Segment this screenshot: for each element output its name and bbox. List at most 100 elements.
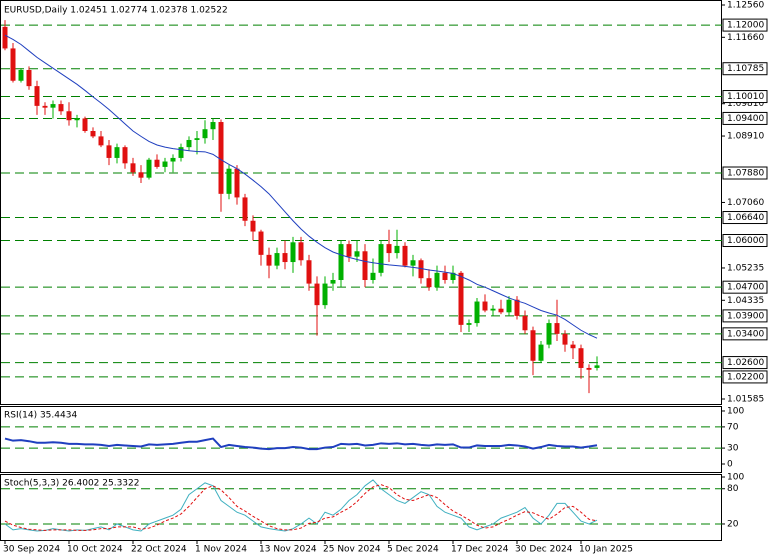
candle-body [498, 308, 504, 313]
candle-body [58, 104, 64, 112]
candle-body [450, 272, 456, 280]
candle-body [26, 69, 32, 87]
x-tick-label: 10 Oct 2024 [67, 545, 123, 555]
price-panel-frame [0, 0, 722, 405]
candle-body [570, 344, 576, 349]
level-label: 1.09400 [727, 114, 764, 124]
candle-body [250, 220, 256, 232]
y-tick-label: 1.01585 [727, 395, 764, 405]
x-tick-label: 17 Dec 2024 [451, 545, 509, 555]
candle-body [546, 323, 552, 345]
candle-body [42, 105, 48, 108]
x-tick-label: 30 Sep 2024 [3, 545, 60, 555]
candle-body [530, 330, 536, 361]
candle-body [154, 159, 160, 167]
candle-body [242, 197, 248, 221]
level-label: 1.02600 [727, 358, 764, 368]
candle-body [522, 315, 528, 331]
level-label: 1.12000 [727, 21, 764, 31]
candle-body [354, 251, 360, 257]
candle-body [178, 147, 184, 158]
candle-body [306, 260, 312, 284]
candle-body [274, 253, 280, 266]
candle-body [562, 333, 568, 345]
level-label-box [722, 166, 768, 180]
candle-body [106, 145, 112, 158]
candle-body [394, 245, 400, 254]
indicator-line [4, 34, 598, 339]
candle-body [474, 301, 480, 324]
level-label-box [722, 370, 768, 384]
candle-body [218, 122, 224, 194]
rsi-title: RSI(14) 35.4434 [4, 411, 77, 421]
level-label-box [722, 62, 768, 76]
candle-body [50, 104, 56, 108]
y-tick-label: 100 [727, 406, 744, 416]
x-tick-label: 30 Dec 2024 [515, 545, 573, 555]
candle-body [458, 272, 464, 325]
candle-body [234, 168, 240, 198]
rsi-panel-frame [0, 406, 722, 473]
candle-body [194, 138, 200, 140]
x-tick-label: 5 Dec 2024 [387, 545, 439, 555]
indicator-line [4, 479, 598, 532]
y-tick-label: 80 [727, 484, 739, 494]
y-tick-label: 1.04335 [727, 296, 764, 306]
candle-body [122, 147, 128, 164]
candle-body [490, 308, 496, 311]
level-label: 1.07880 [727, 169, 764, 179]
candle-body [370, 272, 376, 280]
candle-body [434, 272, 440, 288]
candle-body [538, 344, 544, 361]
candle-body [466, 323, 472, 325]
candle-body [66, 111, 72, 121]
candle-body [226, 168, 232, 194]
candle-body [346, 244, 352, 257]
candle-body [586, 367, 592, 370]
candle-body [290, 242, 296, 263]
candle-body [298, 242, 304, 261]
candle-body [138, 172, 144, 178]
y-tick-label: 1.07060 [727, 198, 764, 208]
x-tick-label: 10 Jan 2025 [579, 545, 633, 555]
level-label-box [722, 18, 768, 32]
candle-body [162, 161, 168, 167]
candle-body [410, 260, 416, 266]
candle-body [514, 299, 520, 316]
stoch-panel-frame [0, 474, 722, 541]
candle-body [266, 254, 272, 266]
candle-body [322, 283, 328, 306]
y-tick-label: 1.12560 [727, 0, 764, 10]
level-label: 1.06000 [727, 236, 764, 246]
stoch-title: Stoch(5,3,3) 26.4002 25.3322 [4, 479, 139, 489]
y-tick-label: 0 [727, 459, 733, 469]
candle-body [578, 348, 584, 368]
y-tick-label: 100 [727, 472, 744, 482]
candle-body [386, 244, 392, 254]
candle-body [10, 48, 16, 81]
candle-body [402, 245, 408, 266]
level-label: 1.10010 [727, 92, 764, 102]
candle-body [554, 323, 560, 334]
level-label-box [722, 356, 768, 370]
candle-body [442, 272, 448, 280]
candle-body [2, 26, 8, 49]
candle-body [34, 86, 40, 106]
candle-body [594, 365, 600, 368]
candle-body [330, 279, 336, 284]
x-tick-label: 1 Nov 2024 [195, 545, 247, 555]
candle-body [90, 131, 96, 137]
candle-body [130, 163, 136, 173]
candle-body [146, 159, 152, 178]
candle-body [82, 118, 88, 132]
candle-body [18, 69, 24, 81]
y-tick-label: 70 [727, 422, 739, 432]
candle-body [98, 136, 104, 146]
candle-body [338, 244, 344, 280]
candle-body [210, 122, 216, 130]
y-tick-label: 1.09810 [727, 99, 764, 109]
level-label-box [722, 309, 768, 323]
level-label: 1.04700 [727, 283, 764, 293]
candle-body [314, 283, 320, 306]
indicator-line [4, 437, 598, 451]
